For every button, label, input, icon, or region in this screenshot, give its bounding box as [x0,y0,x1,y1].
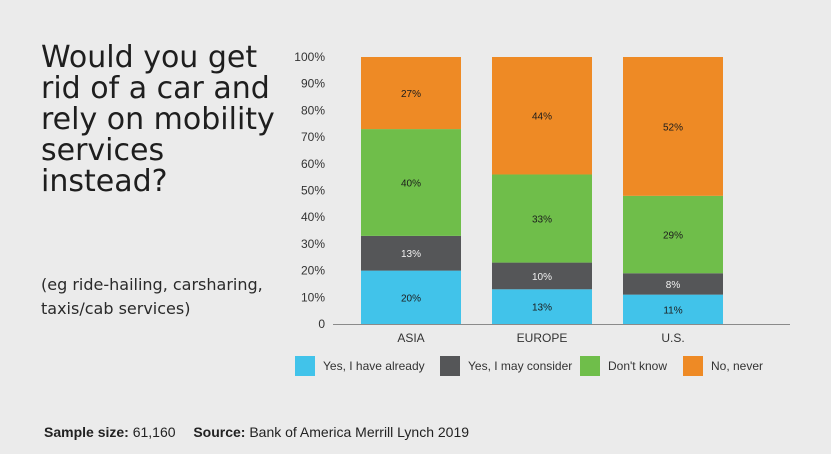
bar-segment [361,235,461,271]
bar-segment [623,57,723,196]
bar-segment [623,273,723,295]
y-axis: 0 10% 20% 30% 40% 50% 60% 70% 80% 90% 100% [294,50,325,331]
bar-segment [361,57,461,130]
bar-value-label: 13% [532,303,552,314]
legend-label: Don't know [608,359,667,373]
question-heading: Would you get rid of a car and rely on m… [41,40,275,199]
x-tick-label: EUROPE [517,331,568,345]
bar-value-label: 10% [532,272,552,283]
y-tick-label: 20% [301,264,325,278]
bars-group [361,57,723,324]
y-tick-label: 10% [301,290,325,304]
bar-value-label: 27% [401,89,421,100]
question-note: (eg ride-hailing, carsharing, taxis/cab … [41,275,263,318]
y-tick-label: 50% [301,184,325,198]
sample-size-label: Sample size: [44,424,129,440]
y-tick-label: 60% [301,157,325,171]
bar-segment [492,262,592,290]
bar-value-label: 40% [401,178,421,189]
legend-swatch [580,356,600,376]
bar-value-label: 44% [532,112,552,123]
y-tick-label: 0 [318,317,325,331]
x-tick-label: ASIA [397,331,424,345]
bar-segment [492,289,592,324]
y-tick-label: 80% [301,103,325,117]
bar-segment [492,174,592,263]
y-tick-label: 90% [301,77,325,91]
legend-swatch [440,356,460,376]
legend-swatch [295,356,315,376]
bar-segment [361,129,461,236]
bar-segment [623,294,723,324]
bar-value-label: 20% [401,293,421,304]
bar-value-labels: 20% 13% 40% 27% 13% 10% 33% 44% 11% 8% 29% 52% [401,89,683,316]
bar-value-label: 33% [532,215,552,226]
bar-value-label: 29% [663,231,683,242]
bar-segment [361,270,461,324]
footer: Sample size: 61,160 Source: Bank of Amer… [44,423,469,441]
legend-label: No, never [711,359,764,373]
bar-value-label: 8% [666,280,681,291]
x-axis: ASIA EUROPE U.S. [333,324,790,345]
bar-segment [623,195,723,274]
stacked-bar-chart: 0 10% 20% 30% 40% 50% 60% 70% 80% 90% 100% 20% 13% 4… [294,50,790,345]
x-tick-label: U.S. [661,331,684,345]
legend-swatch [683,356,703,376]
bar-value-label: 13% [401,249,421,260]
bar-segment [492,57,592,175]
legend-label: Yes, I may consider [468,359,573,373]
bar-value-label: 11% [663,305,682,316]
source-label: Source: [193,424,246,440]
legend-label: Yes, I have already [323,359,425,373]
source-value: Bank of America Merrill Lynch 2019 [249,424,470,440]
y-tick-label: 70% [301,130,325,144]
y-tick-label: 30% [301,237,325,251]
bar-value-label: 52% [663,122,683,133]
sample-size-value: 61,160 [132,424,176,440]
y-tick-label: 40% [301,210,325,224]
y-tick-label: 100% [294,50,325,64]
